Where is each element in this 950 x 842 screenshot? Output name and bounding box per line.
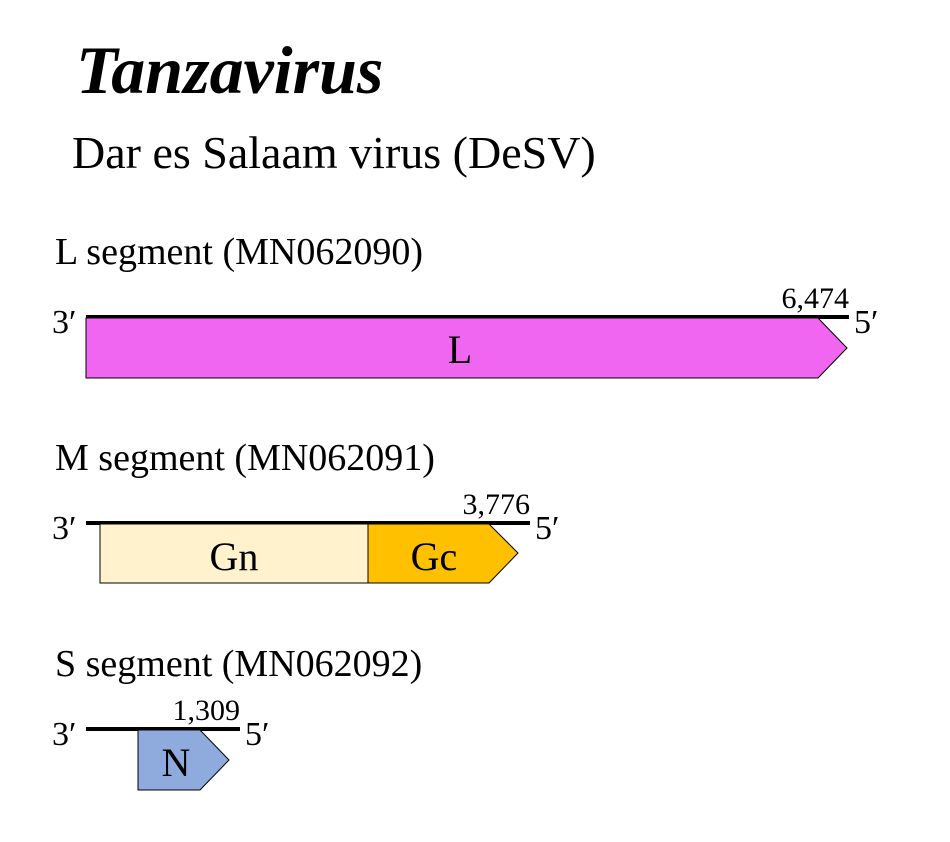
s-segment-label: S segment (MN062092) [55, 643, 423, 685]
l-segment-label: L segment (MN062090) [55, 231, 423, 273]
s-segment-length: 1,309 [173, 694, 241, 727]
gc-gene-orf [367, 523, 519, 584]
n-gene-label: N [162, 740, 191, 785]
m-segment-5prime-end: 5′ [535, 510, 559, 547]
gc-gene-label: Gc [411, 534, 458, 579]
genus-title: Tanzavirus [76, 32, 384, 108]
gn-gene-label: Gn [210, 534, 259, 579]
l-segment-5prime-end: 5′ [854, 304, 878, 341]
m-segment-3prime-end: 3′ [52, 510, 76, 547]
virus-name: Dar es Salaam virus (DeSV) [72, 127, 596, 178]
s-segment-3prime-end: 3′ [52, 716, 76, 753]
m-segment-label: M segment (MN062091) [55, 437, 435, 479]
l-gene-label: L [448, 327, 472, 372]
s-segment: 3′ 1,309 5′ N [52, 694, 269, 791]
n-gene-orf [137, 729, 230, 791]
l-segment-length: 6,474 [782, 282, 850, 315]
m-segment-length: 3,776 [463, 488, 531, 521]
m-segment: 3′ 3,776 5′ Gn Gc [52, 488, 559, 584]
l-gene-orf [85, 317, 848, 379]
gn-gene-orf [99, 523, 369, 584]
l-segment: 3′ 6,474 5′ L [52, 282, 878, 379]
l-segment-3prime-end: 3′ [52, 304, 76, 341]
s-segment-5prime-end: 5′ [245, 716, 269, 753]
